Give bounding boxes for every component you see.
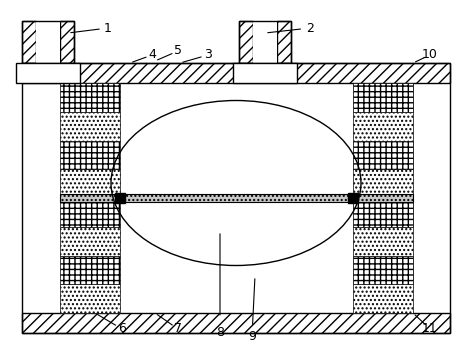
Bar — [353, 169, 413, 198]
Bar — [22, 63, 450, 333]
Bar — [60, 256, 120, 284]
Bar — [60, 198, 120, 227]
Bar — [115, 193, 125, 203]
Bar — [353, 83, 413, 112]
Text: 2: 2 — [306, 21, 314, 34]
Bar — [60, 169, 120, 198]
Bar — [233, 63, 297, 83]
Text: 1: 1 — [104, 21, 112, 34]
Text: 9: 9 — [248, 330, 256, 343]
Bar — [22, 63, 450, 83]
Bar — [16, 63, 80, 83]
Bar — [353, 140, 413, 169]
Text: 10: 10 — [422, 48, 438, 61]
Text: 3: 3 — [204, 48, 212, 61]
Bar — [60, 112, 120, 140]
Bar — [60, 83, 120, 112]
Bar — [353, 112, 413, 140]
Bar — [22, 313, 450, 333]
Text: 5: 5 — [174, 45, 182, 58]
Bar — [239, 21, 253, 63]
Bar — [60, 140, 120, 169]
Bar — [353, 198, 413, 227]
Bar — [353, 227, 413, 256]
Bar — [239, 21, 291, 63]
Bar — [22, 21, 36, 63]
Bar — [60, 284, 120, 313]
Bar — [36, 21, 60, 63]
Text: 4: 4 — [148, 48, 156, 61]
Bar — [277, 21, 291, 63]
Text: 7: 7 — [174, 323, 182, 336]
Bar — [22, 21, 74, 63]
Bar — [60, 227, 120, 256]
Bar — [353, 256, 413, 284]
Bar — [60, 194, 413, 202]
Text: 6: 6 — [118, 323, 126, 336]
Bar — [353, 284, 413, 313]
Bar — [120, 83, 353, 313]
Bar — [253, 21, 277, 63]
Bar — [60, 21, 74, 63]
Bar — [348, 193, 358, 203]
Text: 11: 11 — [422, 323, 438, 336]
Text: 8: 8 — [216, 326, 224, 339]
